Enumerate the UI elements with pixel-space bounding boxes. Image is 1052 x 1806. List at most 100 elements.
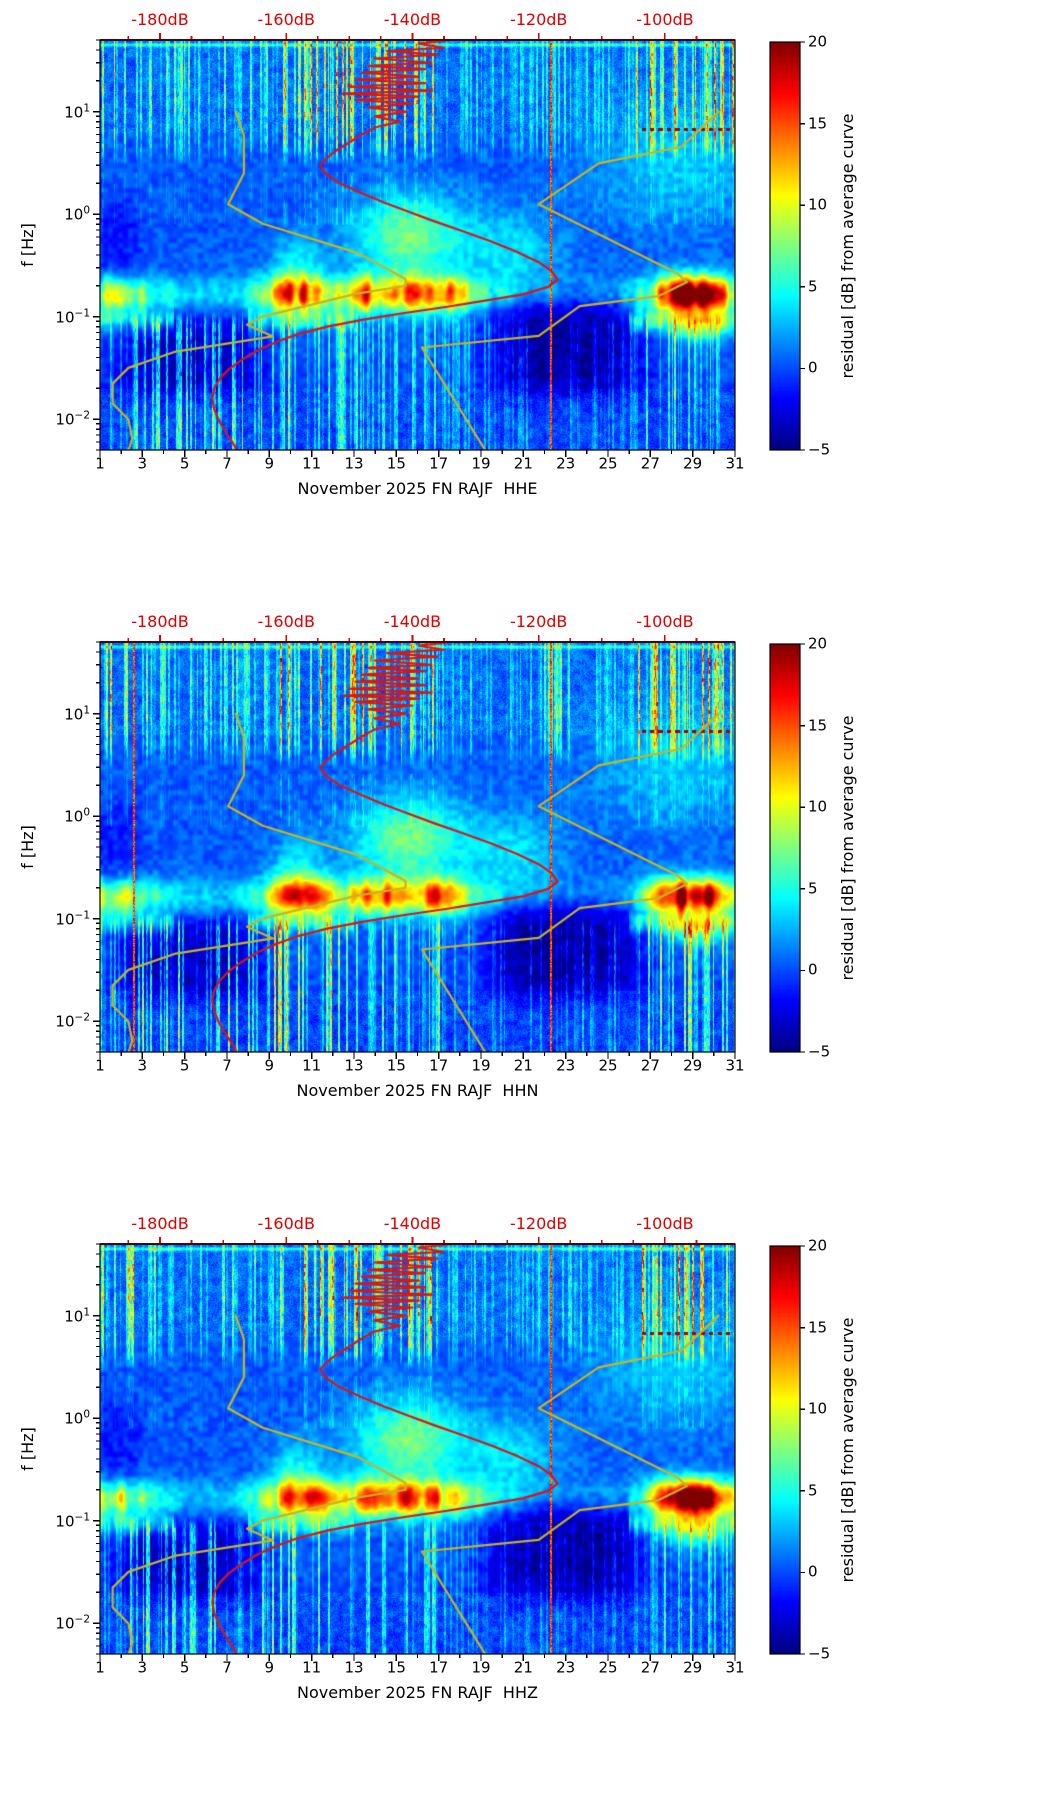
x-tick-label: 1 (95, 1056, 105, 1075)
top-db-tick-label: -100dB (636, 10, 694, 29)
x-tick-label: 5 (179, 454, 190, 473)
y-tick-label: 10−2 (55, 1011, 90, 1030)
x-tick-label: 11 (302, 1056, 322, 1075)
top-db-tick-label: -140dB (383, 10, 442, 29)
panel-hhe: -180dB -160dB -140dB -120dB -100dB 101 100 10−1… (0, 0, 1052, 602)
y-tick-exponent: 1 (83, 1306, 90, 1319)
top-db-tick-label: -100dB (636, 1214, 694, 1233)
y-tick-label: 100 (64, 1408, 90, 1427)
top-db-tick-label: -100dB (636, 612, 694, 631)
black-ticks (93, 641, 805, 1059)
x-tick-label: 17 (429, 454, 449, 473)
x-tick-label: 23 (556, 454, 576, 473)
red-top-axis (100, 635, 735, 643)
x-tick-label: 21 (513, 454, 533, 473)
x-tick-label: 11 (302, 454, 322, 473)
x-tick-label: 31 (725, 1658, 745, 1677)
colorbar-tick-label: −5 (808, 440, 831, 459)
y-tick-exponent: −2 (74, 409, 90, 422)
x-tick-label: 5 (179, 1658, 190, 1677)
top-db-tick-label: -160dB (257, 10, 315, 29)
colorbar-frame (769, 1245, 801, 1655)
y-tick-label: 10−2 (55, 409, 90, 428)
y-tick-exponent: 1 (83, 102, 90, 115)
top-db-tick-label: -160dB (257, 1214, 315, 1233)
y-axis-label: f [Hz] (18, 1427, 37, 1471)
x-tick-label: 31 (725, 1056, 745, 1075)
y-tick-label: 100 (64, 807, 90, 826)
colorbar-tick-label: 15 (808, 114, 828, 133)
y-tick-label: 100 (64, 204, 90, 224)
x-tick-label: 29 (683, 1056, 703, 1075)
x-tick-label: 3 (137, 1056, 148, 1075)
y-tick-exponent: −1 (74, 307, 90, 320)
y-tick-exponent: −1 (74, 1511, 90, 1524)
colorbar-hhe (770, 42, 800, 450)
plot-frame (99, 39, 736, 451)
x-tick-label: 21 (513, 1658, 533, 1677)
y-tick-exponent: −2 (74, 1613, 90, 1626)
y-tick-label: 101 (64, 705, 90, 722)
y-tick-exponent: 0 (83, 204, 90, 217)
y-tick-mantissa: 10 (64, 1307, 84, 1326)
y-tick-exponent: −1 (74, 909, 90, 922)
top-db-tick-label: -160dB (257, 612, 315, 631)
x-tick-label: 17 (429, 1658, 449, 1677)
x-tick-label: 25 (598, 1056, 618, 1075)
x-tick-label: 23 (556, 1056, 576, 1075)
colorbar-tick-label: 5 (808, 1481, 818, 1500)
x-tick-label: 21 (513, 1056, 533, 1075)
y-axis-label: f [Hz] (18, 223, 37, 267)
x-tick-label: 13 (344, 1056, 364, 1075)
y-tick-mantissa: 10 (64, 103, 84, 122)
colorbar-tick-label: 10 (808, 797, 828, 816)
x-tick-label: 15 (386, 1658, 406, 1677)
black-ticks (93, 1243, 805, 1661)
y-tick-label: 10−2 (55, 1613, 90, 1633)
axes-overlay (93, 635, 805, 1059)
y-tick-exponent: 0 (83, 1408, 90, 1421)
y-tick-mantissa: 10 (64, 705, 84, 724)
x-tick-label: 27 (640, 1658, 660, 1677)
plot-frame (99, 1243, 736, 1655)
y-tick-mantissa: 10 (64, 807, 84, 826)
x-tick-label: 7 (222, 454, 232, 473)
x-tick-label: 19 (471, 454, 491, 473)
x-tick-label: 15 (386, 454, 406, 473)
colorbar-tick-label: 0 (808, 960, 818, 979)
top-db-tick-label: -140dB (383, 612, 442, 631)
x-tick-label: 1 (95, 454, 105, 473)
colorbar-tick-label: 5 (808, 277, 818, 296)
x-tick-label: 29 (683, 454, 703, 473)
y-tick-mantissa: 10 (64, 205, 84, 224)
top-db-tick-label: -140dB (383, 1214, 442, 1233)
axes-overlay (93, 1237, 805, 1661)
axes-overlay (93, 33, 805, 457)
y-tick-mantissa: 10 (55, 1614, 75, 1633)
top-db-tick-label: -180dB (131, 10, 189, 29)
x-tick-label: 13 (344, 1658, 364, 1677)
x-tick-label: 3 (137, 454, 148, 473)
x-tick-label: 23 (556, 1658, 576, 1677)
x-tick-label: 7 (222, 1056, 232, 1075)
spectrogram-canvas-hhn (100, 642, 735, 1052)
x-tick-label: 1 (95, 1658, 105, 1677)
colorbar-tick-label: 20 (808, 32, 828, 51)
plot-frame (99, 641, 736, 1053)
x-tick-label: 9 (264, 1056, 275, 1075)
x-axis-label: November 2025 FN RAJF HHN (296, 1081, 539, 1100)
colorbar-label: residual [dB] from average curve (838, 715, 857, 981)
x-tick-label: 3 (137, 1658, 148, 1677)
x-tick-label: 19 (471, 1056, 491, 1075)
x-tick-label: 27 (640, 1056, 660, 1075)
colorbar-tick-label: 10 (808, 1399, 828, 1418)
red-top-axis (100, 33, 735, 41)
x-tick-label: 15 (386, 1056, 406, 1075)
y-tick-exponent: −2 (74, 1011, 90, 1024)
colorbar-tick-label: −5 (808, 1644, 831, 1663)
y-tick-label: 101 (64, 103, 90, 120)
top-db-tick-label: -120dB (509, 1214, 568, 1233)
x-axis-label: November 2025 FN RAJF HHE (297, 479, 538, 498)
colorbar-tick-label: 20 (808, 1236, 828, 1255)
y-tick-label: 101 (64, 1307, 90, 1324)
